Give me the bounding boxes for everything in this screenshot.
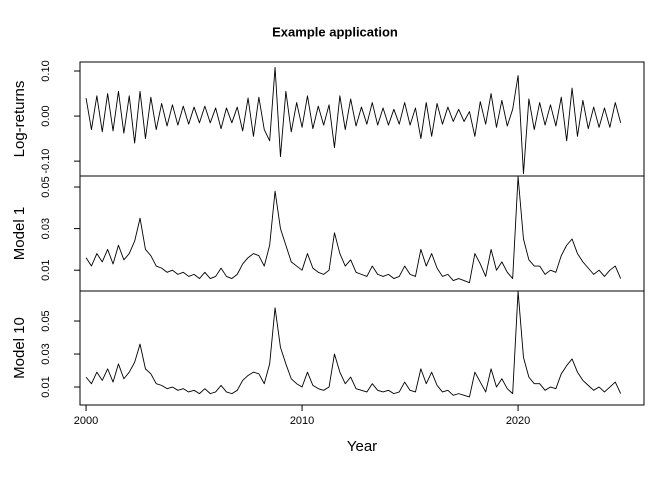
- y-tick-label: 0.10: [40, 60, 52, 81]
- y-tick-label: 0.03: [40, 343, 52, 364]
- y-axis-label: Model 1: [11, 207, 28, 260]
- y-axis-label: Log-returns: [11, 81, 28, 158]
- y-tick-label: 0.03: [40, 218, 52, 239]
- series-line: [85, 176, 622, 284]
- y-tick-label: 0.05: [40, 176, 52, 197]
- series-line: [85, 66, 622, 175]
- x-axis-label: Year: [347, 438, 377, 455]
- y-tick-label: 0.01: [40, 376, 52, 397]
- y-tick-label: 0.00: [40, 105, 52, 126]
- chart-title: Example application: [272, 24, 398, 39]
- y-axis-label: Model 10: [11, 317, 28, 379]
- y-tick-label: -0.10: [40, 149, 52, 174]
- y-tick-label: 0.05: [40, 310, 52, 331]
- x-tick-label: 2000: [74, 415, 98, 427]
- x-tick-label: 2020: [506, 415, 530, 427]
- series-line: [85, 290, 622, 398]
- y-tick-label: 0.01: [40, 259, 52, 280]
- x-tick-label: 2010: [290, 415, 314, 427]
